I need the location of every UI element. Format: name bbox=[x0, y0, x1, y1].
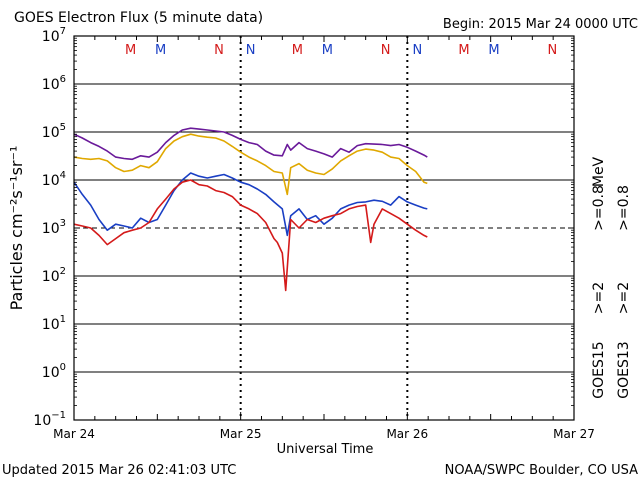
y-tick-label-1e0: 100 bbox=[42, 362, 66, 381]
y-tick-label-1e2: 102 bbox=[42, 266, 66, 285]
y-tick-label-1e5: 105 bbox=[42, 122, 66, 141]
series-line-0 bbox=[73, 127, 428, 161]
orbit-marker-8: M bbox=[458, 43, 469, 58]
plot-grid bbox=[74, 36, 574, 420]
orbit-marker-2: N bbox=[214, 43, 224, 58]
orbit-marker-0: M bbox=[125, 43, 136, 58]
updated-timestamp: Updated 2015 Mar 26 02:41:03 UTC bbox=[2, 463, 236, 478]
legend-ge08-goes13: >=0.8 bbox=[616, 185, 632, 231]
x-tick-label: Mar 26 bbox=[386, 427, 428, 441]
plot-series bbox=[73, 127, 428, 292]
orbit-marker-6: N bbox=[381, 43, 391, 58]
orbit-marker-4: M bbox=[292, 43, 303, 58]
x-tick-label: Mar 25 bbox=[220, 427, 262, 441]
orbit-marker-7: N bbox=[412, 43, 422, 58]
x-axis-ticks: Mar 24 Mar 25 Mar 26 Mar 27 bbox=[53, 36, 595, 441]
legend-unit: MeV bbox=[591, 156, 607, 187]
y-axis-label: Particles cm⁻²s⁻¹sr⁻¹ bbox=[7, 146, 26, 311]
legend-ge2-goes15: >=2 bbox=[591, 282, 607, 314]
legend-ge2-goes13: >=2 bbox=[616, 282, 632, 314]
legend-ge08-goes15: >=0.8 bbox=[591, 185, 607, 231]
x-tick-label: Mar 24 bbox=[53, 427, 95, 441]
y-axis-ticks: 10−1 100 101 102 103 104 105 106 107 bbox=[33, 26, 574, 429]
begin-time: Begin: 2015 Mar 24 0000 UTC bbox=[443, 17, 638, 32]
y-tick-label-1e-1: 10−1 bbox=[33, 410, 66, 429]
y-tick-label-1e7: 107 bbox=[42, 26, 66, 45]
chart-title: GOES Electron Flux (5 minute data) bbox=[14, 10, 263, 26]
y-tick-label-1e3: 103 bbox=[42, 218, 66, 237]
series-line-3 bbox=[73, 179, 428, 292]
orbit-marker-10: N bbox=[547, 43, 557, 58]
legend-goes15: GOES15 bbox=[591, 341, 607, 398]
y-tick-label-1e6: 106 bbox=[42, 74, 66, 93]
y-tick-label-1e1: 101 bbox=[42, 314, 66, 333]
legend: GOES15 GOES13 >=2 >=2 >=0.8 >=0.8 MeV bbox=[591, 156, 632, 398]
x-tick-label: Mar 27 bbox=[553, 427, 595, 441]
series-line-1 bbox=[73, 133, 428, 196]
orbit-marker-1: M bbox=[155, 43, 166, 58]
x-axis-label: Universal Time bbox=[277, 442, 374, 457]
credit-line: NOAA/SWPC Boulder, CO USA bbox=[445, 463, 638, 478]
legend-goes13: GOES13 bbox=[616, 341, 632, 398]
orbit-marker-3: N bbox=[246, 43, 256, 58]
series-line-2 bbox=[73, 172, 428, 237]
orbit-marker-9: M bbox=[488, 43, 499, 58]
orbit-marker-5: M bbox=[322, 43, 333, 58]
y-tick-label-1e4: 104 bbox=[42, 170, 66, 189]
